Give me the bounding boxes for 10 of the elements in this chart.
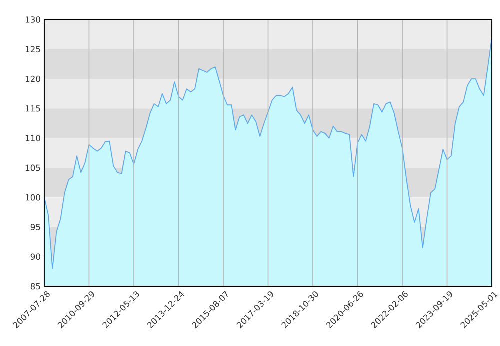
y-tick-label: 130 (26, 16, 40, 24)
y-tick-label: 85 (30, 283, 40, 290)
y-tick-label: 105 (26, 164, 40, 172)
y-tick-label: 110 (26, 135, 40, 142)
y-tick-label: 125 (26, 46, 40, 53)
y-tick-label: 120 (26, 76, 40, 82)
y-tick-label: 115 (26, 106, 40, 112)
y-tick-label: 90 (30, 254, 40, 260)
y-tick-label: 95 (30, 224, 40, 230)
y-tick-label: 100 (26, 194, 40, 201)
